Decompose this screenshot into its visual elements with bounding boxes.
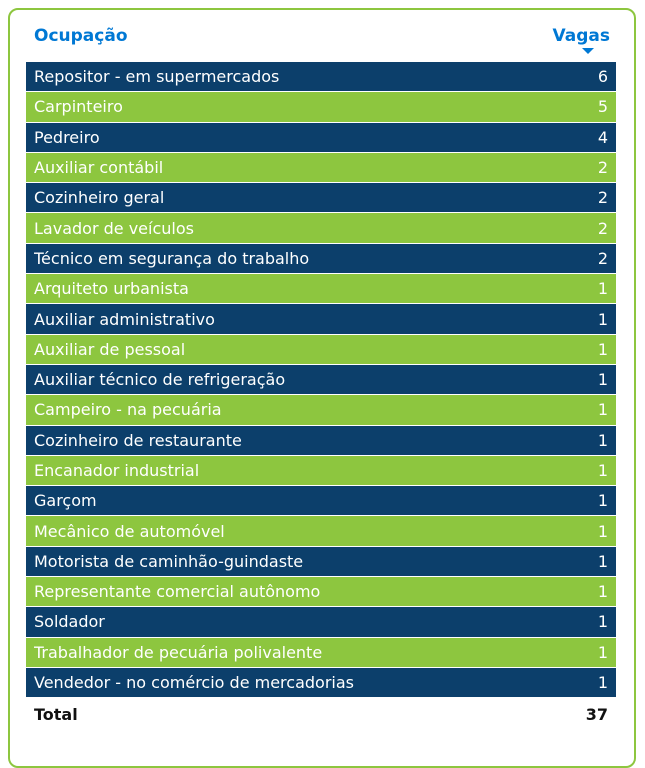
table-row[interactable]: Encanador industrial 1 [26,455,616,487]
occupation-cell: Encanador industrial [34,461,200,480]
vacancies-cell: 1 [597,430,608,450]
occupation-cell: Mecânico de automóvel [34,521,225,541]
occupation-cell: Vendedor - no comércio de mercadorias [34,673,354,693]
occupation-cell: Motorista de caminhão-guindaste [34,551,304,571]
table-row[interactable]: Trabalhador de pecuária polivalente 1 [26,637,616,668]
occupation-cell: Auxiliar de pessoal [34,339,186,359]
occupation-cell: Carpinteiro [34,97,123,117]
table-row[interactable]: Campeiro - na pecuária 1 [26,395,616,426]
table-row[interactable]: Arquiteto urbanista 1 [26,274,616,305]
table-row[interactable]: Vendedor - no comércio de mercadorias 1 [26,667,616,699]
vacancies-cell: 1 [597,612,608,632]
table-row[interactable]: Auxiliar administrativo 1 [26,304,616,335]
vacancies-cell: 1 [597,642,608,662]
table-row[interactable]: Cozinheiro de restaurante 1 [26,425,616,456]
occupation-cell: Campeiro - na pecuária [34,400,222,420]
occupation-cell: Cozinheiro geral [34,188,165,208]
occupation-cell: Repositor - em supermercados [34,67,280,87]
table-row[interactable]: Motorista de caminhão-guindaste 1 [26,546,616,578]
table-row[interactable]: Repositor - em supermercados 6 [26,62,616,93]
vacancies-cell: 6 [597,67,608,87]
occupation-cell: Trabalhador de pecuária polivalente [34,642,323,662]
occupation-cell: Garçom [34,491,97,511]
vacancies-cell: 2 [597,158,608,178]
sort-descending-icon[interactable] [582,48,594,54]
vacancies-cell: 1 [597,582,608,602]
occupation-cell: Lavador de veículos [34,218,194,238]
table-row[interactable]: Auxiliar técnico de refrigeração 1 [26,364,616,396]
vacancies-cell: 1 [597,339,608,359]
vacancies-cell: 1 [597,461,608,480]
occupations-table: Repositor - em supermercados 6 Carpinteiro… [26,62,616,699]
occupation-cell: Auxiliar contábil [34,158,164,178]
occupation-cell: Cozinheiro de restaurante [34,430,242,450]
vacancies-cell: 1 [597,370,608,390]
occupation-cell: Auxiliar administrativo [34,309,215,329]
occupation-cell: Auxiliar técnico de refrigeração [34,370,286,390]
table-row[interactable]: Garçom 1 [26,486,616,517]
table-row[interactable]: Auxiliar de pessoal 1 [26,334,616,365]
vacancies-cell: 4 [597,127,608,147]
total-value: 37 [585,704,608,724]
table-row[interactable]: Lavador de veículos 2 [26,213,616,244]
occupation-cell: Técnico em segurança do trabalho [34,248,310,268]
table-header: Ocupação Vagas [26,18,616,62]
occupation-cell: Arquiteto urbanista [34,279,189,299]
vacancies-cell: 1 [597,309,608,329]
total-row: Total 37 [26,698,616,730]
column-header-vacancies[interactable]: Vagas [552,26,610,46]
vacancies-cell: 1 [597,400,608,420]
table-row[interactable]: Auxiliar contábil 2 [26,152,616,184]
table-row[interactable]: Representante comercial autônomo 1 [26,577,616,608]
vacancies-cell: 1 [597,673,608,693]
table-row[interactable]: Técnico em segurança do trabalho 2 [26,243,616,275]
vacancies-cell: 1 [597,521,608,541]
table-row[interactable]: Cozinheiro geral 2 [26,183,616,214]
column-header-occupation[interactable]: Ocupação [34,26,128,46]
table-row[interactable]: Mecânico de automóvel 1 [26,516,616,547]
occupation-cell: Representante comercial autônomo [34,582,321,602]
vacancies-cell: 1 [597,491,608,511]
vacancies-cell: 1 [597,279,608,299]
occupation-cell: Pedreiro [34,127,100,147]
vacancies-cell: 2 [597,188,608,208]
total-label: Total [34,704,78,724]
vacancies-cell: 5 [597,97,608,117]
table-row[interactable]: Soldador 1 [26,607,616,638]
vacancies-cell: 2 [597,248,608,268]
occupation-cell: Soldador [34,612,105,632]
vacancies-cell: 2 [597,218,608,238]
vacancies-cell: 1 [597,551,608,571]
table-row[interactable]: Pedreiro 4 [26,122,616,153]
table-row[interactable]: Carpinteiro 5 [26,92,616,123]
